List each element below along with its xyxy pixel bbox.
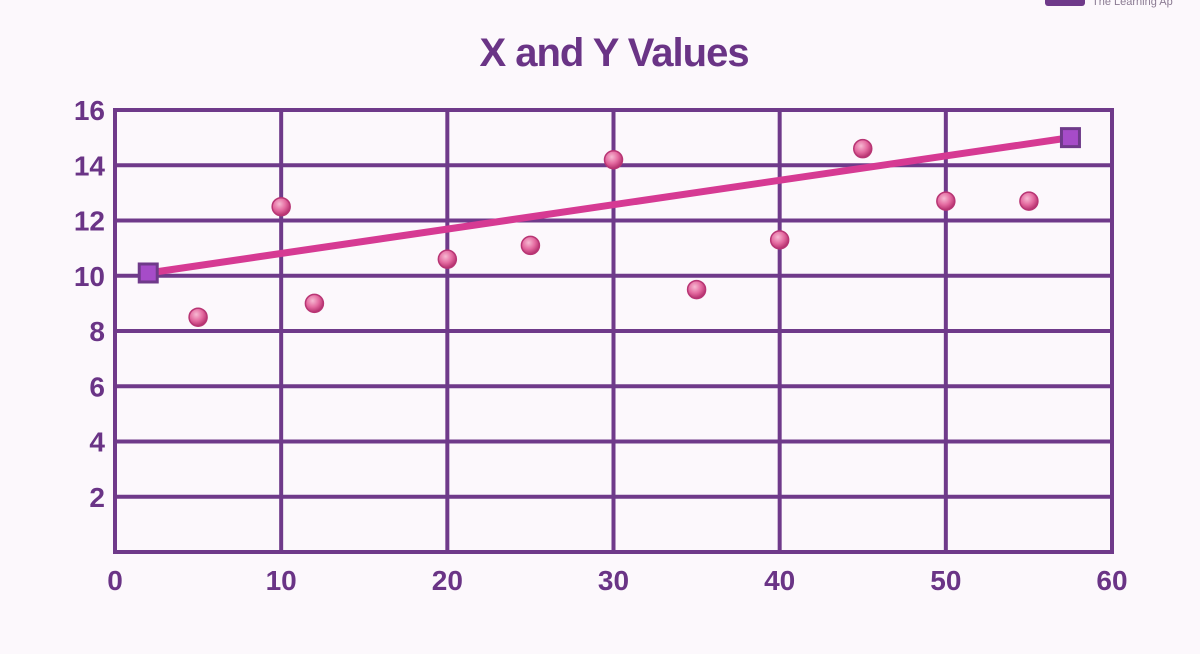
data-points <box>188 138 1039 327</box>
data-point <box>304 293 325 314</box>
data-point <box>437 249 458 269</box>
chart-title: X and Y Values <box>479 31 748 75</box>
y-tick-label: 14 <box>74 150 106 181</box>
trend-line-start-marker <box>137 262 159 284</box>
brand-text: The Learning Ap <box>1092 0 1173 8</box>
x-tick-label: 40 <box>764 565 795 596</box>
plot-frame <box>113 108 1114 554</box>
data-point <box>188 307 208 327</box>
y-tick-label: 4 <box>89 427 105 458</box>
y-tick-label: 6 <box>89 371 105 402</box>
x-tick-label: 10 <box>266 565 297 596</box>
x-tick-label: 20 <box>432 565 463 596</box>
x-tick-label: 50 <box>930 565 961 596</box>
trend-line-end-marker <box>1059 127 1081 149</box>
data-point <box>936 191 956 211</box>
data-point <box>686 279 707 300</box>
y-tick-label: 16 <box>74 95 105 126</box>
data-point <box>1019 191 1039 211</box>
data-point <box>271 196 291 217</box>
y-tick-label: 2 <box>89 482 105 513</box>
trend-line-layer <box>137 127 1081 284</box>
data-point <box>520 235 541 256</box>
x-tick-label: 0 <box>107 565 123 596</box>
data-point <box>603 149 624 170</box>
y-tick-label: 8 <box>89 316 105 347</box>
x-tick-label: 60 <box>1096 565 1127 596</box>
tick-labels: 0 10 20 30 40 50 60 2 4 6 8 10 12 14 16 <box>74 95 1128 596</box>
brand-badge: The Learning Ap <box>1045 0 1173 8</box>
grid-layer <box>113 108 1114 554</box>
y-tick-label: 10 <box>74 261 105 292</box>
trend-line <box>144 134 1074 277</box>
y-tick-label: 12 <box>74 206 105 237</box>
data-point <box>769 230 790 250</box>
data-point <box>853 138 873 159</box>
brand-logo-icon <box>1045 0 1085 6</box>
x-tick-label: 30 <box>598 565 629 596</box>
